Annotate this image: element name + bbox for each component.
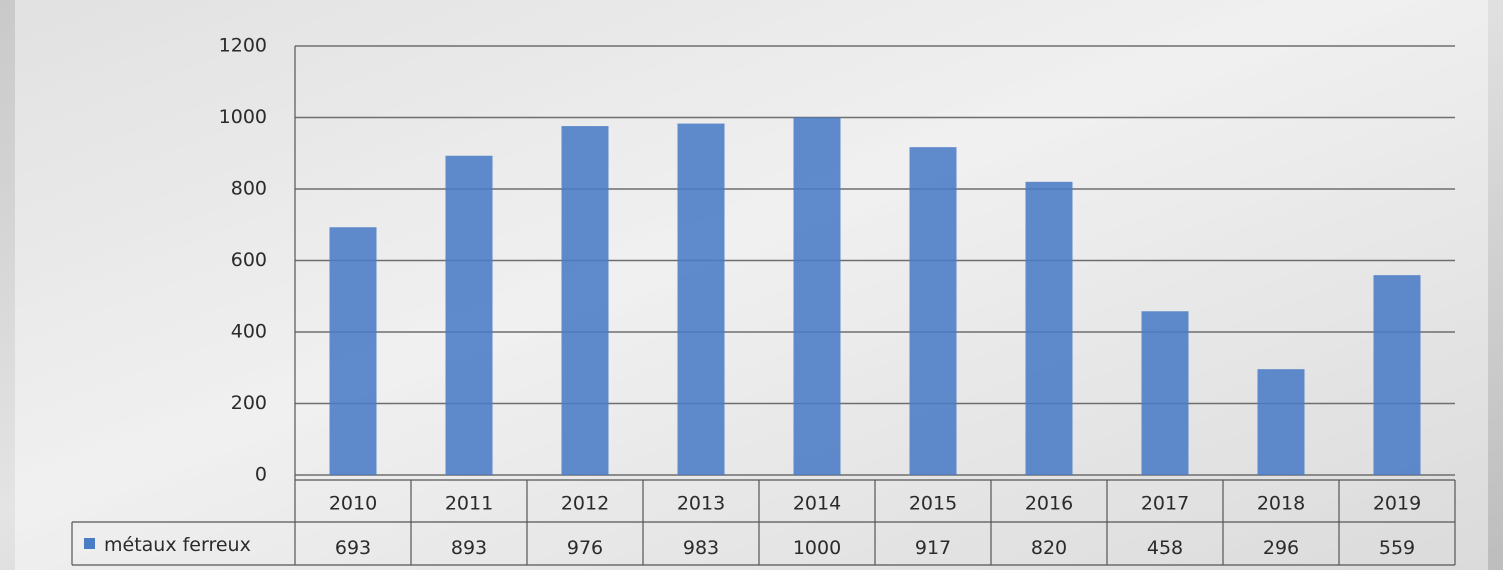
y-tick-label: 1200	[219, 35, 267, 57]
legend-swatch	[84, 538, 95, 549]
x-tick-label: 2018	[1257, 493, 1305, 515]
y-tick-label: 600	[231, 249, 267, 271]
x-tick-label: 2013	[677, 493, 725, 515]
bar	[445, 155, 493, 475]
y-tick-label: 1000	[219, 106, 267, 128]
x-tick-label: 2016	[1025, 493, 1073, 515]
bar	[561, 126, 609, 475]
table-value: 976	[567, 537, 603, 559]
table-value: 917	[915, 537, 951, 559]
x-tick-label: 2015	[909, 493, 957, 515]
y-tick-label: 800	[231, 178, 267, 200]
table-value: 983	[683, 537, 719, 559]
bar	[909, 147, 957, 476]
y-tick-label: 0	[255, 464, 267, 486]
x-tick-label: 2012	[561, 493, 609, 515]
bar	[329, 227, 377, 475]
bar	[1373, 275, 1421, 475]
bar	[1257, 369, 1305, 475]
legend-label: métaux ferreux	[104, 534, 251, 556]
x-tick-label: 2010	[329, 493, 377, 515]
table-value: 559	[1379, 537, 1415, 559]
y-tick-label: 200	[231, 392, 267, 414]
table-value: 458	[1147, 537, 1183, 559]
x-tick-label: 2017	[1141, 493, 1189, 515]
chart-panel	[15, 0, 1488, 570]
bar	[1025, 181, 1073, 475]
bar	[1141, 311, 1189, 475]
bar	[793, 117, 841, 475]
table-value: 820	[1031, 537, 1067, 559]
x-tick-label: 2014	[793, 493, 841, 515]
table-value: 296	[1263, 537, 1299, 559]
table-value: 893	[451, 537, 487, 559]
x-tick-label: 2019	[1373, 493, 1421, 515]
table-value: 693	[335, 537, 371, 559]
x-tick-label: 2011	[445, 493, 493, 515]
y-tick-label: 400	[231, 321, 267, 343]
bar	[677, 123, 725, 475]
table-value: 1000	[793, 537, 841, 559]
